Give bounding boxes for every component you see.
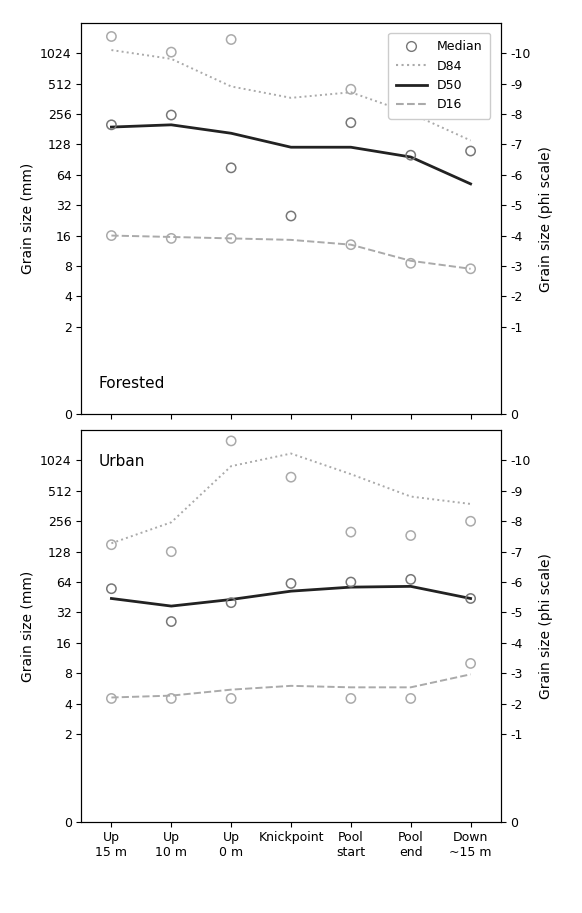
Point bbox=[286, 576, 296, 591]
Point bbox=[166, 108, 176, 122]
Point bbox=[406, 148, 416, 163]
Point bbox=[406, 572, 416, 587]
Point bbox=[226, 231, 236, 246]
Point bbox=[226, 691, 236, 706]
Point bbox=[107, 691, 116, 706]
Point bbox=[466, 261, 475, 276]
Point bbox=[166, 614, 176, 629]
Point bbox=[346, 237, 356, 252]
Point bbox=[406, 691, 416, 706]
Point bbox=[166, 45, 176, 59]
Point bbox=[346, 691, 356, 706]
Point bbox=[166, 231, 176, 246]
Point bbox=[406, 529, 416, 543]
Point bbox=[466, 143, 475, 158]
Point bbox=[107, 118, 116, 132]
Point bbox=[107, 582, 116, 596]
Point bbox=[226, 161, 236, 175]
Point bbox=[466, 656, 475, 671]
Point bbox=[346, 115, 356, 130]
Y-axis label: Grain size (phi scale): Grain size (phi scale) bbox=[539, 553, 553, 698]
Point bbox=[466, 514, 475, 529]
Y-axis label: Grain size (phi scale): Grain size (phi scale) bbox=[539, 146, 553, 291]
Y-axis label: Grain size (mm): Grain size (mm) bbox=[20, 571, 34, 681]
Point bbox=[107, 538, 116, 552]
Point bbox=[286, 209, 296, 224]
Point bbox=[406, 256, 416, 270]
Text: Forested: Forested bbox=[98, 376, 165, 391]
Point bbox=[346, 575, 356, 590]
Point bbox=[346, 82, 356, 97]
Point bbox=[226, 32, 236, 47]
Point bbox=[226, 434, 236, 448]
Point bbox=[226, 595, 236, 610]
Text: Urban: Urban bbox=[98, 454, 144, 468]
Point bbox=[107, 228, 116, 243]
Point bbox=[166, 691, 176, 706]
Point bbox=[107, 29, 116, 44]
Point bbox=[286, 470, 296, 485]
Point bbox=[346, 525, 356, 540]
Legend: Median, D84, D50, D16: Median, D84, D50, D16 bbox=[388, 33, 490, 119]
Point bbox=[166, 544, 176, 559]
Y-axis label: Grain size (mm): Grain size (mm) bbox=[20, 163, 34, 274]
Point bbox=[466, 592, 475, 606]
